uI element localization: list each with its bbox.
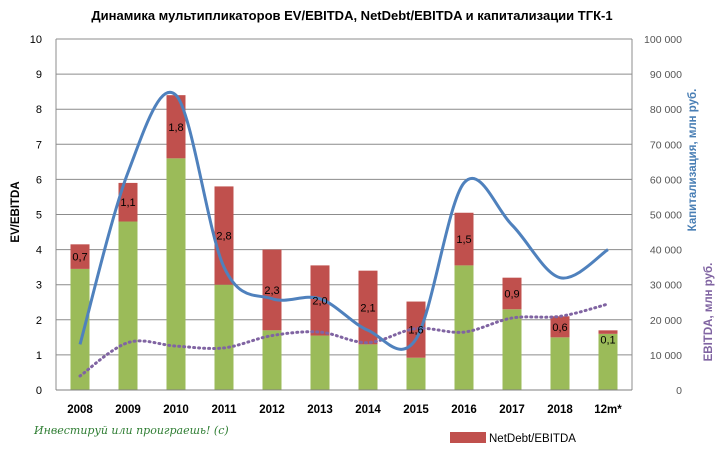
y-tick-label: 1 [36, 350, 42, 362]
chart-title: Динамика мультипликаторов EV/EBITDA, Net… [91, 8, 612, 23]
y2-tick-label: 80 000 [650, 104, 682, 116]
data-label-netdebt: 2,0 [312, 295, 327, 307]
bar-ev-ebitda [262, 330, 282, 390]
x-tick-label: 2011 [212, 404, 238, 416]
y-tick-label: 2 [36, 315, 42, 327]
y2-tick-label: 60 000 [650, 174, 682, 186]
data-label-netdebt: 2,3 [264, 285, 279, 297]
bars [70, 95, 618, 390]
data-label-netdebt: 2,1 [360, 303, 375, 315]
data-labels: 0,7 1,1 1,8 2,8 2,3 2,0 2,1 1,6 1,5 0,9 0,6 0,1 [72, 122, 615, 347]
bar-ev-ebitda [454, 265, 474, 390]
y-axis-label: EV/EBITDA [10, 181, 22, 242]
bar-netdebt-ebitda [70, 244, 90, 269]
bar-netdebt-ebitda [358, 270, 378, 345]
y2-tick-label: 100 000 [644, 34, 682, 46]
bar-netdebt-ebitda [166, 95, 186, 159]
y-tick-label: 7 [36, 139, 42, 151]
bar-ev-ebitda [502, 309, 522, 390]
y2-tick-label: 70 000 [650, 139, 682, 151]
y-tick-label: 4 [36, 245, 42, 257]
y2-axis-label-capitalization: Капитализация, млн руб. [687, 89, 699, 232]
x-tick-label: 2016 [451, 404, 477, 416]
x-tick-label: 2015 [403, 404, 429, 416]
watermark: Инвестируй или проиграешь! (с) [33, 424, 229, 437]
bar-ev-ebitda [358, 344, 378, 390]
data-label-netdebt: 2,8 [216, 231, 231, 243]
bar-netdebt-ebitda [118, 182, 138, 222]
y-tick-label: 0 [36, 385, 42, 397]
line-capitalization [78, 91, 609, 351]
bar-ev-ebitda [166, 158, 186, 390]
x-tick-label: 2012 [259, 404, 285, 416]
y-tick-label: 5 [36, 210, 42, 222]
bar-netdebt-ebitda [502, 277, 522, 310]
data-label-netdebt: 0,6 [552, 322, 567, 334]
legend-swatch-netdebt [450, 432, 486, 443]
bar-ev-ebitda [598, 333, 618, 390]
data-label-netdebt: 0,1 [600, 334, 615, 346]
line-ebitda [78, 302, 610, 378]
y2-tick-label: 0 [676, 385, 682, 397]
bar-ev-ebitda [550, 337, 570, 390]
data-label-netdebt: 0,9 [504, 288, 519, 300]
x-tick-label: 2010 [163, 404, 189, 416]
x-tick-label: 2018 [547, 404, 573, 416]
y-tick-label: 10 [30, 34, 42, 46]
bar-netdebt-ebitda [310, 265, 330, 336]
x-tick-label: 2013 [307, 404, 333, 416]
x-tick-label: 2017 [499, 404, 525, 416]
data-label-netdebt: 1,1 [120, 197, 135, 209]
y2-tick-label: 90 000 [650, 69, 682, 81]
y2-tick-label: 50 000 [650, 210, 682, 222]
x-tick-label: 2008 [67, 404, 93, 416]
legend-label-netdebt: NetDebt/EBITDA [489, 433, 576, 445]
axes: 0 1 2 3 4 5 6 7 8 9 10 0 10 000 20 000 30 000 40 000 50 … [30, 34, 682, 416]
gridlines [56, 38, 632, 391]
bar-ev-ebitda [406, 357, 426, 390]
y2-tick-label: 10 000 [650, 350, 682, 362]
x-tick-label: 2009 [115, 404, 141, 416]
bar-netdebt-ebitda [262, 249, 282, 331]
data-label-netdebt: 1,6 [408, 325, 423, 337]
bar-ev-ebitda [118, 221, 138, 390]
y-tick-label: 6 [36, 174, 42, 186]
data-label-netdebt: 1,8 [168, 122, 183, 134]
y2-tick-label: 20 000 [650, 315, 682, 327]
bar-netdebt-ebitda [454, 212, 474, 266]
x-tick-label: 2014 [355, 404, 381, 416]
y-tick-label: 9 [36, 69, 42, 81]
bar-ev-ebitda [214, 284, 234, 390]
bar-ev-ebitda [310, 335, 330, 390]
bar-netdebt-ebitda [598, 330, 618, 334]
bar-netdebt-ebitda [214, 186, 234, 285]
y2-tick-label: 30 000 [650, 280, 682, 292]
data-label-netdebt: 0,7 [72, 252, 87, 264]
y-tick-label: 8 [36, 104, 42, 116]
x-tick-label: 12m* [594, 404, 622, 416]
data-label-netdebt: 1,5 [456, 234, 471, 246]
y-tick-label: 3 [36, 280, 42, 292]
lines [78, 91, 610, 378]
y2-tick-label: 40 000 [650, 245, 682, 257]
y2-axis-label-ebitda: EBITDA, млн руб. [703, 263, 715, 362]
bar-ev-ebitda [70, 268, 90, 390]
bar-netdebt-ebitda [550, 316, 570, 338]
